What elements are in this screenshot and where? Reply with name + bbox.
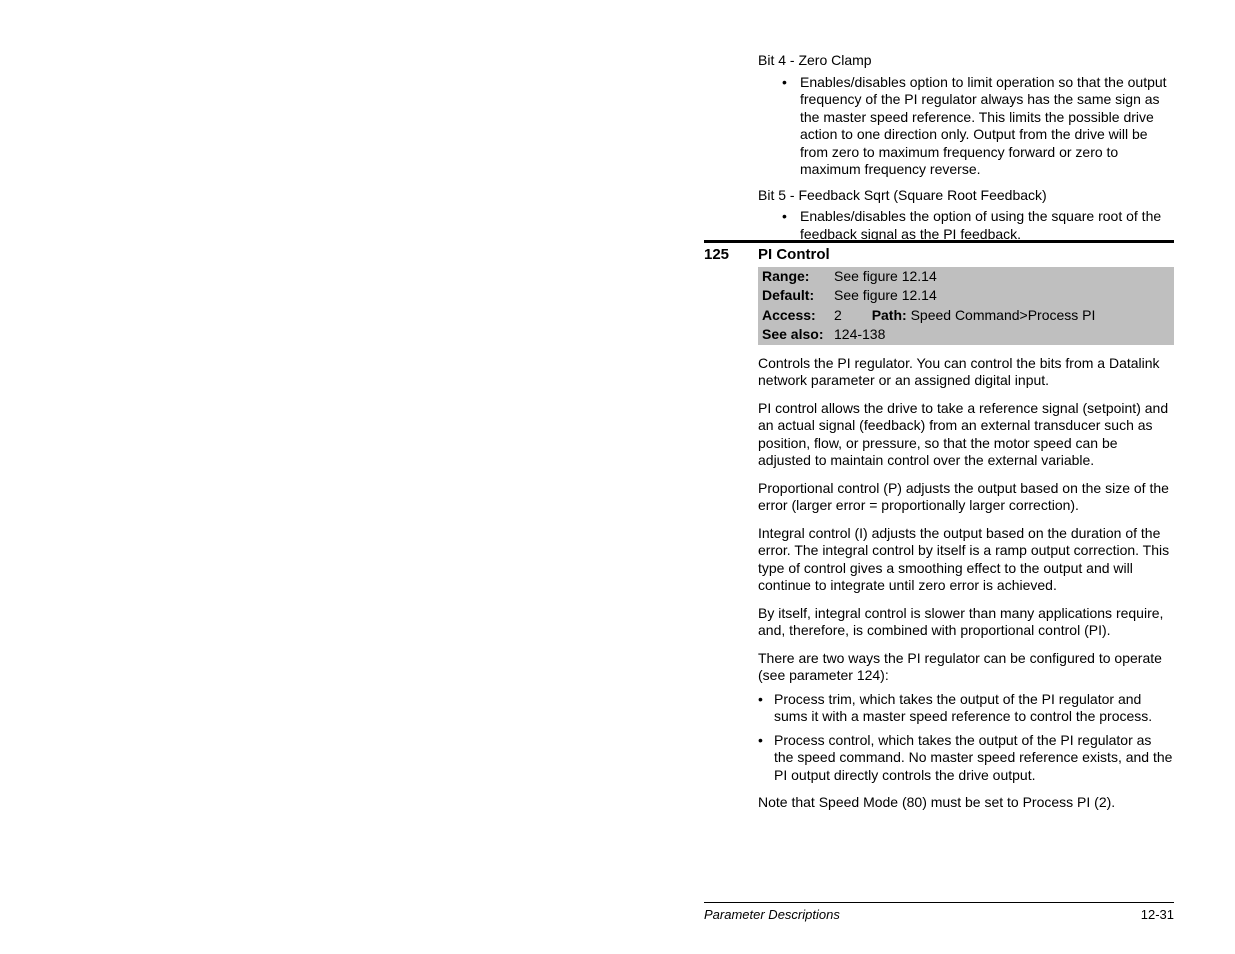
body-bullet-list: • Process trim, which takes the output o… [758, 691, 1174, 785]
access-value: 2 [834, 307, 842, 323]
parameter-meta-box: Range: See figure 12.14 Default: See fig… [758, 267, 1174, 345]
body-paragraph: By itself, integral control is slower th… [758, 605, 1174, 640]
footer-page-number: 12-31 [1141, 907, 1174, 923]
bullet-icon: • [758, 208, 800, 243]
range-row: Range: See figure 12.14 [758, 267, 1174, 287]
parameter-number: 125 [704, 246, 758, 265]
bullet-icon: • [758, 74, 800, 179]
footer-section-title: Parameter Descriptions [704, 907, 840, 923]
bit4-bullet-text: Enables/disables option to limit operati… [800, 74, 1174, 179]
body-paragraph: PI control allows the drive to take a re… [758, 400, 1174, 470]
list-item: • Process control, which takes the outpu… [758, 732, 1174, 785]
seealso-value: 124-138 [834, 326, 1170, 344]
bullet-icon: • [758, 691, 774, 726]
bullet-text: Process trim, which takes the output of … [774, 691, 1174, 726]
default-value: See figure 12.14 [834, 287, 1170, 305]
body-paragraph: Proportional control (P) adjusts the out… [758, 480, 1174, 515]
bit5-heading: Bit 5 - Feedback Sqrt (Square Root Feedb… [758, 187, 1174, 205]
seealso-row: See also: 124-138 [758, 325, 1174, 345]
bullet-text: Process control, which takes the output … [774, 732, 1174, 785]
range-value: See figure 12.14 [834, 268, 1170, 286]
parameter-body: Controls the PI regulator. You can contr… [758, 355, 1174, 812]
bit4-heading: Bit 4 - Zero Clamp [758, 52, 1174, 70]
list-item: • Process trim, which takes the output o… [758, 691, 1174, 726]
default-label: Default: [762, 287, 834, 305]
body-paragraph: Controls the PI regulator. You can contr… [758, 355, 1174, 390]
access-label: Access: [762, 307, 834, 325]
default-row: Default: See figure 12.14 [758, 286, 1174, 306]
access-path-cell: 2 Path: Speed Command>Process PI [834, 307, 1170, 325]
body-paragraph: Note that Speed Mode (80) must be set to… [758, 794, 1174, 812]
parameter-title-row: 125 PI Control [704, 243, 1174, 267]
path-value: Speed Command>Process PI [911, 307, 1096, 323]
parameter-block: 125 PI Control Range: See figure 12.14 D… [704, 240, 1174, 812]
page: Bit 4 - Zero Clamp • Enables/disables op… [0, 0, 1235, 954]
seealso-label: See also: [762, 326, 834, 344]
range-label: Range: [762, 268, 834, 286]
bit5-bullet-block: • Enables/disables the option of using t… [758, 208, 1174, 243]
bit5-bullet-text: Enables/disables the option of using the… [800, 208, 1174, 243]
bullet-icon: • [758, 732, 774, 785]
footer-rule [704, 902, 1174, 903]
top-content: Bit 4 - Zero Clamp • Enables/disables op… [704, 52, 1174, 251]
access-row: Access: 2 Path: Speed Command>Process PI [758, 306, 1174, 326]
parameter-name: PI Control [758, 246, 830, 265]
body-paragraph: Integral control (I) adjusts the output … [758, 525, 1174, 595]
page-footer: Parameter Descriptions 12-31 [704, 902, 1174, 923]
bit4-bullet-block: • Enables/disables option to limit opera… [758, 74, 1174, 179]
path-label: Path: [872, 307, 907, 323]
body-paragraph: There are two ways the PI regulator can … [758, 650, 1174, 685]
